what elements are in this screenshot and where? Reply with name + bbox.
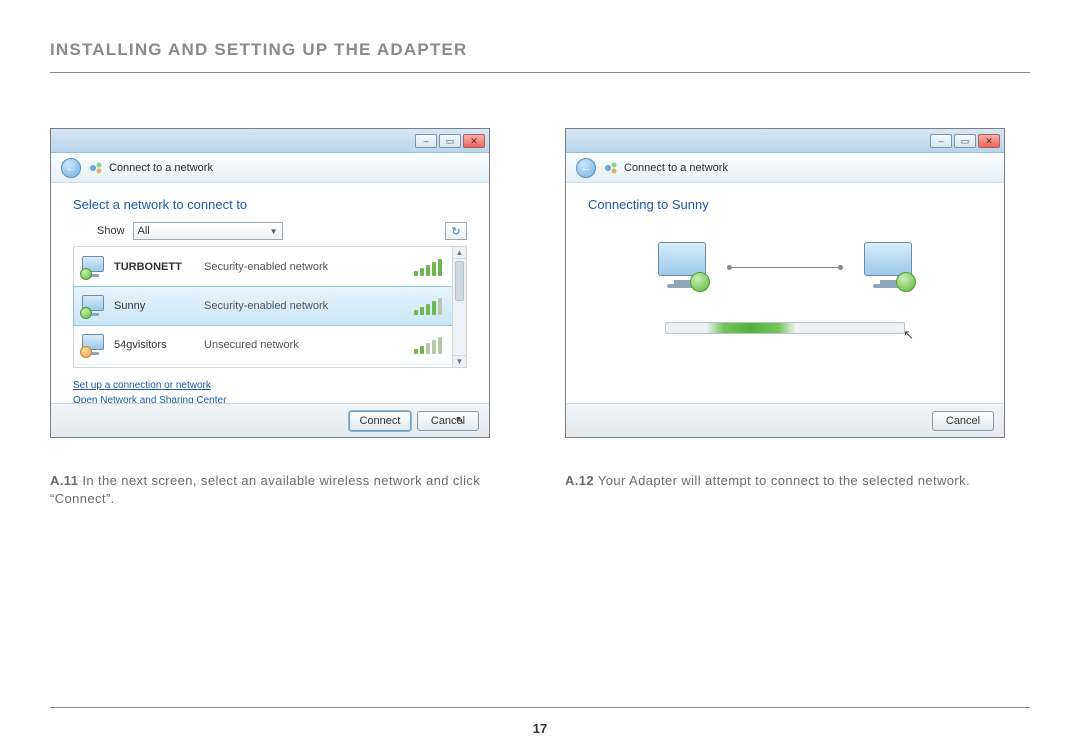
link-setup-connection[interactable]: Set up a connection or network — [73, 380, 211, 391]
close-button[interactable]: ✕ — [978, 134, 1000, 148]
cancel-button[interactable]: Cancel — [932, 411, 994, 431]
window-connecting: – ▭ ✕ ← Connect to a network Connecting … — [565, 128, 1005, 438]
caption-text: In the next screen, select an available … — [50, 473, 480, 506]
scroll-thumb[interactable] — [455, 261, 464, 301]
connect-button[interactable]: Connect — [349, 411, 411, 431]
show-label: Show — [97, 225, 125, 237]
breadcrumb: ← Connect to a network — [51, 153, 489, 183]
pc-icon — [80, 293, 106, 319]
network-security: Security-enabled network — [204, 261, 414, 273]
footer-bar: Cancel — [566, 403, 1004, 437]
caption-left: A.11 In the next screen, select an avail… — [50, 472, 515, 508]
pc-icon — [80, 254, 106, 280]
content-area: Connecting to Sunny ↖ — [566, 183, 1004, 403]
connection-line-icon — [730, 267, 840, 268]
step-number: A.12 — [565, 473, 594, 488]
network-security: Security-enabled network — [204, 300, 414, 312]
network-row[interactable]: TURBONETT Security-enabled network — [74, 247, 452, 287]
columns: – ▭ ✕ ← Connect to a network Select a ne… — [50, 128, 1030, 508]
connecting-visual — [588, 242, 982, 292]
titlebar: – ▭ ✕ — [566, 129, 1004, 153]
minimize-button[interactable]: – — [930, 134, 952, 148]
caption-right: A.12 Your Adapter will attempt to connec… — [565, 472, 1030, 490]
pc-local-icon — [654, 242, 710, 292]
progress-bar — [665, 322, 905, 334]
network-name: Sunny — [114, 300, 204, 312]
minimize-button[interactable]: – — [415, 134, 437, 148]
network-row[interactable]: 54gvisitors Unsecured network — [74, 325, 452, 365]
scroll-up-icon[interactable]: ▲ — [453, 247, 466, 259]
cancel-button[interactable]: Cancel — [417, 411, 479, 431]
breadcrumb: ← Connect to a network — [566, 153, 1004, 183]
connecting-heading: Connecting to Sunny — [588, 197, 982, 212]
signal-icon — [414, 336, 444, 354]
maximize-button[interactable]: ▭ — [954, 134, 976, 148]
breadcrumb-text: Connect to a network — [109, 162, 213, 174]
caption-text: Your Adapter will attempt to connect to … — [594, 473, 970, 488]
window-select-network: – ▭ ✕ ← Connect to a network Select a ne… — [50, 128, 490, 438]
network-row[interactable]: Sunny Security-enabled network — [73, 286, 453, 326]
progress-fill — [706, 323, 796, 333]
network-list: TURBONETT Security-enabled network Sunny… — [73, 246, 467, 368]
scrollbar[interactable]: ▲ ▼ — [452, 247, 466, 367]
pc-icon — [80, 332, 106, 358]
footer-bar: Connect Cancel ↖ — [51, 403, 489, 437]
network-security: Unsecured network — [204, 339, 414, 351]
pc-remote-icon — [860, 242, 916, 292]
chevron-down-icon: ▼ — [270, 227, 278, 236]
dropdown-value: All — [138, 225, 150, 237]
network-name: 54gvisitors — [114, 339, 204, 351]
show-row: Show All ▼ ↻ — [97, 222, 467, 240]
content-area: Select a network to connect to Show All … — [51, 183, 489, 403]
titlebar: – ▭ ✕ — [51, 129, 489, 153]
divider-top — [50, 72, 1030, 73]
page-title: INSTALLING AND SETTING UP THE ADAPTER — [50, 40, 1030, 60]
scroll-down-icon[interactable]: ▼ — [453, 355, 466, 367]
show-dropdown[interactable]: All ▼ — [133, 222, 283, 240]
back-button[interactable]: ← — [61, 158, 81, 178]
maximize-button[interactable]: ▭ — [439, 134, 461, 148]
back-button[interactable]: ← — [576, 158, 596, 178]
signal-icon — [414, 258, 444, 276]
col-right: – ▭ ✕ ← Connect to a network Connecting … — [565, 128, 1030, 508]
close-button[interactable]: ✕ — [463, 134, 485, 148]
step-number: A.11 — [50, 473, 78, 488]
refresh-button[interactable]: ↻ — [445, 222, 467, 240]
network-icon — [604, 161, 618, 175]
cursor-icon: ↖ — [903, 327, 914, 343]
network-name: TURBONETT — [114, 261, 204, 273]
network-icon — [89, 161, 103, 175]
signal-icon — [414, 297, 444, 315]
col-left: – ▭ ✕ ← Connect to a network Select a ne… — [50, 128, 515, 508]
breadcrumb-text: Connect to a network — [624, 162, 728, 174]
page-number: 17 — [0, 721, 1080, 736]
divider-bottom — [50, 707, 1030, 708]
section-heading: Select a network to connect to — [73, 197, 467, 212]
